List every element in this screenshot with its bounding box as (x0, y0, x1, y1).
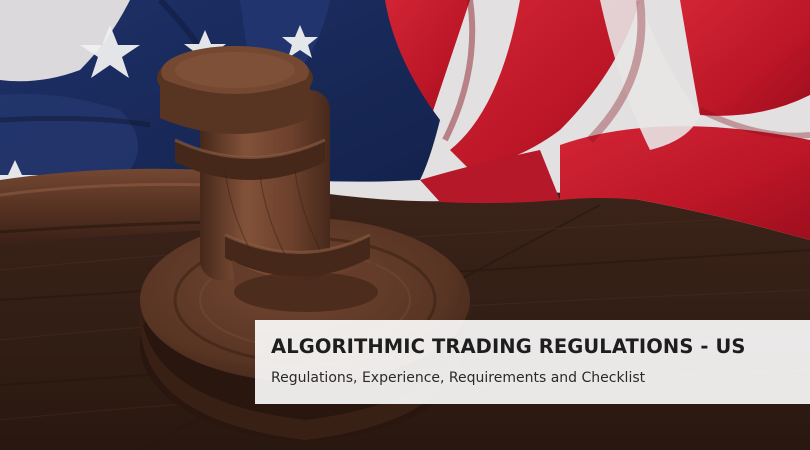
title-banner: ALGORITHMIC TRADING REGULATIONS - US Reg… (255, 320, 810, 404)
banner-title: ALGORITHMIC TRADING REGULATIONS - US (271, 335, 746, 358)
gavel-handle (0, 168, 215, 245)
banner-subtitle: Regulations, Experience, Requirements an… (271, 370, 646, 386)
gavel-head (157, 46, 378, 312)
